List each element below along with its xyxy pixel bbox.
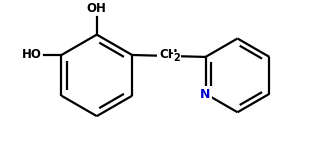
Text: OH: OH bbox=[87, 2, 107, 15]
Text: HO: HO bbox=[22, 49, 42, 62]
Text: CH: CH bbox=[160, 48, 178, 61]
Text: 2: 2 bbox=[173, 53, 180, 63]
Text: N: N bbox=[199, 88, 210, 101]
